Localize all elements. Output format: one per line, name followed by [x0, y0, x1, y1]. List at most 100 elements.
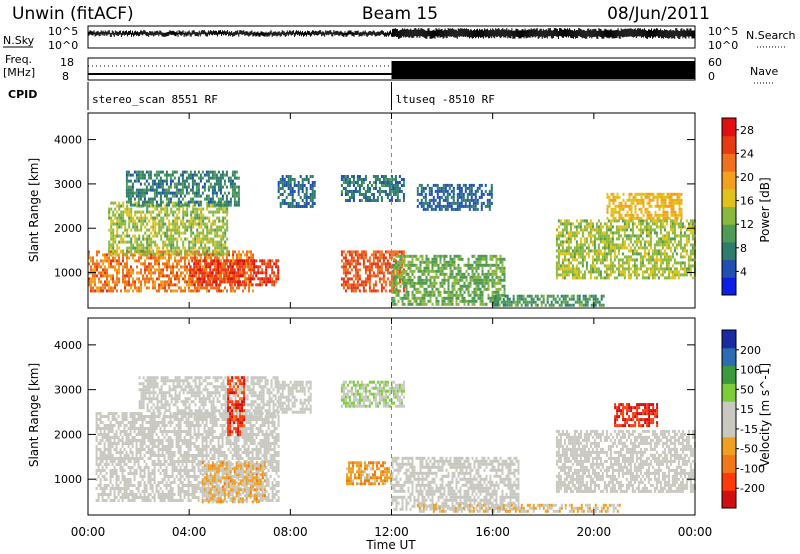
heatmap-cell	[407, 296, 410, 300]
heatmap-cell	[587, 243, 590, 247]
heatmap-cell	[378, 277, 381, 281]
heatmap-cell	[112, 265, 114, 269]
heatmap-cell	[419, 275, 422, 279]
heatmap-cell	[548, 303, 551, 307]
heatmap-cell	[633, 270, 636, 274]
heatmap-cell	[595, 255, 598, 259]
heatmap-cell	[425, 278, 428, 282]
heatmap-cell	[152, 249, 155, 253]
heatmap-cell	[226, 237, 229, 241]
heatmap-cell	[229, 200, 232, 204]
heatmap-cell	[198, 231, 201, 235]
heatmap-cell	[453, 266, 456, 270]
heatmap-cell	[362, 187, 365, 190]
heatmap-cell	[146, 249, 149, 253]
heatmap-cell	[631, 222, 634, 226]
heatmap-cell	[168, 234, 171, 238]
heatmap-cell	[562, 297, 565, 301]
heatmap-cell	[431, 263, 434, 267]
heatmap-cell	[114, 256, 116, 260]
heatmap-cell	[423, 269, 426, 273]
heatmap-cell	[140, 204, 143, 208]
heatmap-cell	[130, 207, 133, 211]
heatmap-cell	[407, 281, 410, 285]
heatmap-cell	[144, 265, 146, 269]
heatmap-cell	[192, 246, 195, 250]
heatmap-cell	[593, 237, 596, 241]
heatmap-cell	[641, 264, 644, 268]
heatmap-cell	[229, 182, 232, 186]
heatmap-cell	[203, 268, 206, 272]
heatmap-cell	[464, 198, 467, 202]
heatmap-cell	[259, 271, 262, 275]
heatmap-cell	[411, 293, 414, 297]
heatmap-cell	[114, 265, 116, 269]
heatmap-cell	[259, 259, 262, 263]
heatmap-cell	[166, 225, 169, 229]
heatmap-cell	[499, 281, 502, 285]
heatmap-cell	[485, 272, 488, 276]
heatmap-cell	[585, 267, 588, 271]
heatmap-cell	[471, 263, 474, 267]
heatmap-cell	[293, 199, 296, 202]
heatmap-cell	[215, 176, 218, 180]
heatmap-cell	[150, 253, 152, 257]
heatmap-cell	[126, 207, 129, 211]
heatmap-cell	[311, 205, 314, 208]
heatmap-cell	[174, 252, 177, 256]
heatmap-cell	[464, 183, 467, 187]
heatmap-cell	[603, 258, 606, 262]
heatmap-cell	[393, 263, 396, 267]
heatmap-cell	[160, 280, 162, 284]
heatmap-cell	[615, 246, 618, 250]
heatmap-cell	[585, 222, 588, 226]
heatmap-cell	[146, 274, 148, 278]
heatmap-cell	[218, 250, 220, 254]
heatmap-cell	[486, 198, 489, 202]
heatmap-cell	[126, 289, 128, 293]
heatmap-cell	[196, 289, 198, 293]
heatmap-cell	[216, 256, 218, 260]
heatmap-cell	[241, 274, 244, 278]
heatmap-cell	[641, 246, 644, 250]
heatmap-cell	[561, 249, 564, 253]
heatmap-cell	[372, 253, 375, 257]
heatmap-cell	[340, 265, 343, 269]
heatmap-cell	[176, 246, 179, 250]
heatmap-cell	[413, 254, 416, 258]
heatmap-cell	[613, 243, 616, 247]
heatmap-cell	[479, 287, 482, 291]
heatmap-cell	[118, 216, 121, 220]
heatmap-cell	[348, 190, 351, 193]
heatmap-cell	[138, 289, 140, 293]
heatmap-cell	[350, 262, 353, 266]
heatmap-cell	[194, 216, 197, 220]
heatmap-cell	[627, 219, 630, 223]
heatmap-cell	[609, 246, 612, 250]
heatmap-cell	[210, 259, 212, 263]
heatmap-cell	[112, 289, 114, 293]
heatmap-cell	[207, 283, 210, 287]
heatmap-cell	[346, 262, 349, 266]
heatmap-cell	[469, 275, 472, 279]
heatmap-cell	[557, 234, 560, 238]
heatmap-cell	[555, 237, 558, 241]
heatmap-cell	[131, 194, 134, 198]
heatmap-cell	[360, 181, 363, 184]
heatmap-cell	[238, 265, 240, 269]
heatmap-cell	[197, 283, 200, 287]
heatmap-cell	[178, 228, 181, 232]
heatmap-cell	[413, 287, 416, 291]
heatmap-cell	[613, 276, 616, 280]
heatmap-cell	[196, 237, 199, 241]
heatmap-cell	[195, 182, 198, 186]
heatmap-cell	[436, 195, 439, 199]
heatmap-cell	[196, 207, 199, 211]
heatmap-cell	[162, 231, 165, 235]
heatmap-cell	[434, 207, 437, 211]
heatmap-cell	[599, 261, 602, 265]
heatmap-cell	[212, 204, 215, 208]
heatmap-cell	[155, 176, 158, 180]
heatmap-cell	[295, 205, 298, 208]
heatmap-cell	[595, 225, 598, 229]
